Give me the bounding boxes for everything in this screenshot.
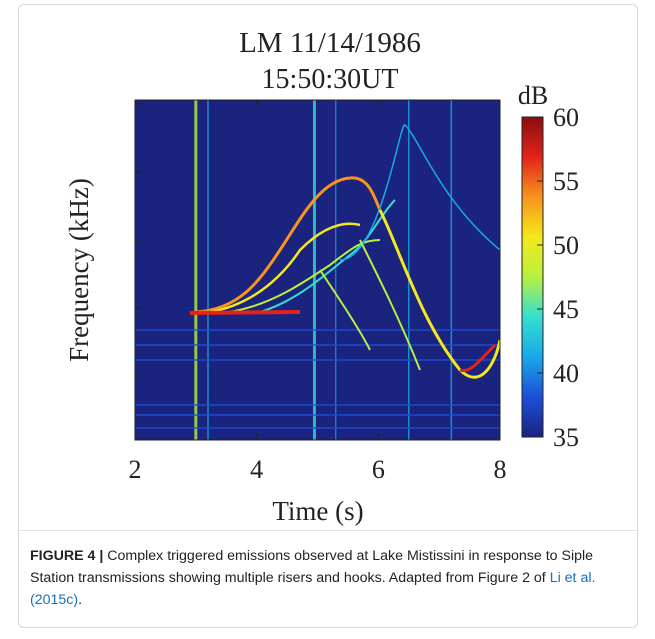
x-tick-label: 8 — [494, 455, 507, 484]
emission-trace — [339, 124, 500, 261]
colorbar — [521, 116, 544, 438]
colorbar-tick-label: 40 — [553, 359, 579, 388]
x-tick-label: 6 — [372, 455, 385, 484]
colorbar-tick-label: 50 — [553, 231, 579, 260]
background — [135, 100, 500, 440]
x-tick-label: 2 — [129, 455, 142, 484]
caption-text: Complex triggered emissions observed at … — [30, 548, 594, 586]
emission-trace — [259, 199, 396, 313]
figure-frame — [18, 4, 638, 628]
emission-trace — [378, 209, 500, 379]
chart: LM 11/14/1986 15:50:30UT Frequency (kHz)… — [64, 27, 579, 526]
caption-label: FIGURE 4 | — [30, 548, 104, 564]
emission-trace — [194, 176, 382, 314]
colorbar-tick-label: 45 — [553, 295, 579, 324]
colorbar-tick-label: 60 — [553, 103, 579, 132]
y-axis-label: Frequency (kHz) — [64, 178, 94, 362]
emission-trace — [459, 343, 497, 373]
emission-trace — [189, 310, 301, 315]
caption: FIGURE 4 | Complex triggered emissions o… — [30, 545, 625, 611]
emission-trace — [209, 222, 361, 314]
colorbar-label: dB — [518, 81, 548, 110]
separator — [18, 530, 638, 531]
spectrogram-image — [135, 100, 500, 440]
x-axis-label: Time (s) — [272, 496, 363, 526]
title-line: LM 11/14/1986 — [239, 27, 421, 59]
y-ticks — [135, 103, 141, 377]
plot-frame — [134, 99, 501, 441]
caption-link[interactable]: Li et al. (2015c) — [30, 570, 596, 608]
title-line: 15:50:30UT — [262, 64, 399, 95]
colorbar-tick-label: 55 — [553, 167, 579, 196]
colorbar-tick-label: 35 — [553, 423, 579, 452]
emission-trace — [319, 269, 371, 351]
emission-trace — [359, 239, 421, 371]
x-tick-label: 4 — [250, 455, 263, 484]
caption-end: . — [78, 592, 83, 608]
